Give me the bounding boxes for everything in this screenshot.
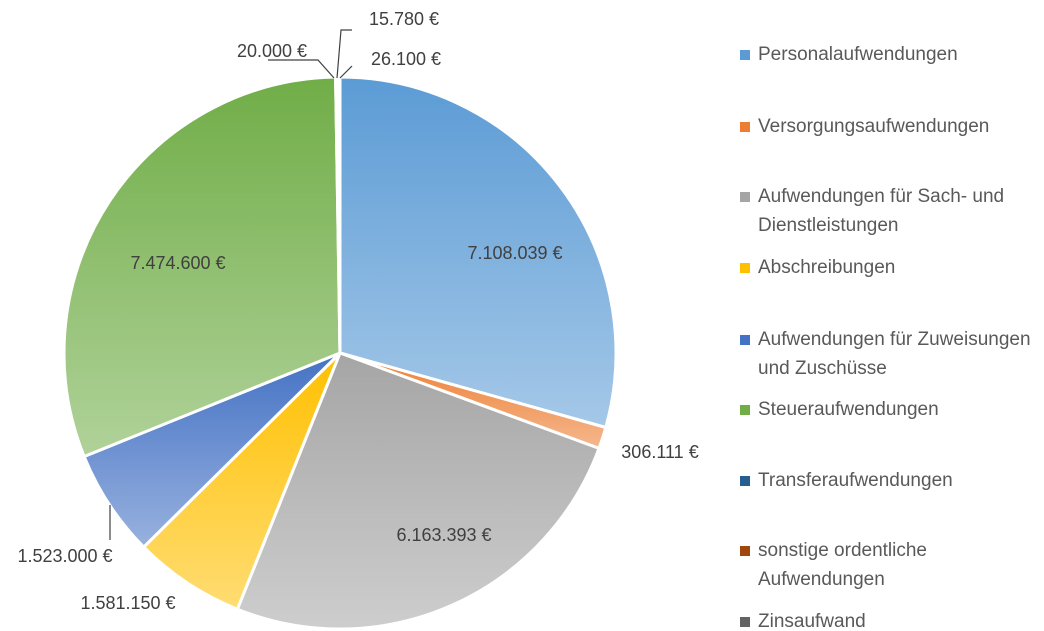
legend-item: Transferaufwendungen <box>738 466 1038 495</box>
legend-label: Transferaufwendungen <box>758 470 953 491</box>
legend-item: Personalaufwendungen <box>738 40 1038 69</box>
legend-label: Aufwendungen für Zuweisungen und Zuschüs… <box>758 329 1031 379</box>
legend-item: Abschreibungen <box>738 253 1038 282</box>
legend-swatch <box>740 546 750 556</box>
legend-item: Versorgungsaufwendungen <box>738 112 1038 141</box>
legend-item: Steueraufwendungen <box>738 395 1038 424</box>
leader-line <box>336 29 352 79</box>
legend-label: Personalaufwendungen <box>758 44 958 65</box>
legend-label: Abschreibungen <box>758 257 896 278</box>
legend-swatch <box>740 122 750 132</box>
data-label: 1.581.150 € <box>80 593 175 613</box>
data-label: 7.474.600 € <box>130 253 225 273</box>
legend-swatch <box>740 50 750 60</box>
legend-label: Zinsaufwand <box>758 611 866 631</box>
pie-slice <box>62 75 342 459</box>
data-label: 26.100 € <box>371 49 441 69</box>
leader-line <box>339 65 353 79</box>
legend-label: sonstige ordentliche Aufwendungen <box>758 540 927 590</box>
legend-swatch <box>740 263 750 273</box>
legend-item: sonstige ordentliche Aufwendungen <box>738 536 1038 594</box>
leader-line <box>268 59 335 79</box>
legend-swatch <box>740 192 750 202</box>
pie-slice <box>142 351 342 611</box>
pie-slice <box>336 75 342 355</box>
data-label: 15.780 € <box>369 9 439 29</box>
pie-slice <box>235 351 601 631</box>
legend-label: Aufwendungen für Sach- und Dienstleistun… <box>758 186 1005 236</box>
legend-item: Aufwendungen für Zuweisungen und Zuschüs… <box>738 325 1038 383</box>
pie-slice <box>338 75 618 430</box>
legend-swatch <box>740 405 750 415</box>
legend-item: Zinsaufwand <box>738 607 1038 631</box>
legend-item: Aufwendungen für Sach- und Dienstleistun… <box>738 182 1038 240</box>
legend-swatch <box>740 476 750 486</box>
data-label: 6.163.393 € <box>396 525 491 545</box>
data-label: 1.523.000 € <box>17 546 112 566</box>
legend-swatch <box>740 335 750 345</box>
legend-swatch <box>740 617 750 627</box>
data-label: 306.111 € <box>621 442 698 462</box>
legend: Personalaufwendungen Versorgungsaufwendun… <box>738 0 1044 631</box>
legend-label: Versorgungsaufwendungen <box>758 116 990 137</box>
legend-label: Steueraufwendungen <box>758 399 939 420</box>
data-label: 20.000 € <box>237 41 307 61</box>
data-label: 7.108.039 € <box>467 243 562 263</box>
